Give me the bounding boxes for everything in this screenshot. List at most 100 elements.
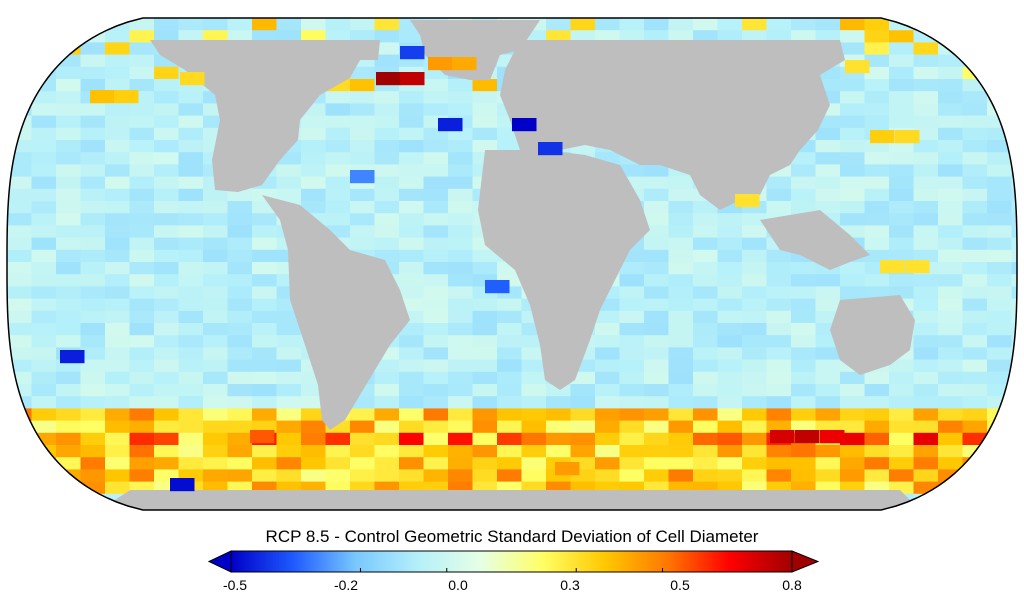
ocean-grid-cell <box>80 420 106 434</box>
ocean-grid-cell <box>889 371 915 385</box>
ocean-grid-cell <box>742 298 768 312</box>
ocean-grid-cell <box>31 384 57 397</box>
ocean-grid-cell <box>56 140 82 153</box>
ocean-grid-cell <box>301 127 327 141</box>
ocean-grid-cell <box>791 457 817 470</box>
ocean-grid-cell <box>644 201 670 214</box>
ocean-grid-cell <box>864 176 890 190</box>
ocean-grid-cell <box>1011 359 1017 373</box>
ocean-grid-cell <box>31 30 57 43</box>
ocean-grid-cell <box>301 164 327 178</box>
ocean-grid-cell <box>840 18 866 31</box>
ocean-grid-cell <box>742 469 768 483</box>
colorbar-gradient <box>230 550 793 573</box>
ocean-grid-cell <box>31 408 57 422</box>
ocean-grid-cell <box>1011 384 1017 397</box>
ocean-grid-cell <box>864 432 890 446</box>
anomaly-cell <box>170 478 195 492</box>
ocean-grid-cell <box>668 396 694 409</box>
ocean-grid-cell <box>840 286 866 300</box>
ocean-grid-cell <box>717 18 743 31</box>
ocean-grid-cell <box>595 30 621 43</box>
ocean-grid-cell <box>644 371 670 385</box>
ocean-grid-cell <box>913 310 939 324</box>
ocean-grid-cell <box>521 432 547 446</box>
ocean-grid-cell <box>472 396 498 409</box>
ocean-grid-cell <box>962 127 988 141</box>
ocean-grid-cell <box>668 335 694 348</box>
ocean-grid-cell <box>423 298 449 312</box>
ocean-grid-cell <box>497 140 523 153</box>
ocean-grid-cell <box>987 457 1013 470</box>
ocean-grid-cell <box>154 213 180 226</box>
ocean-grid-cell <box>889 408 915 422</box>
ocean-grid-cell <box>938 396 964 409</box>
ocean-grid-cell <box>938 103 964 117</box>
ocean-grid-cell <box>742 237 768 251</box>
ocean-grid-cell <box>1011 445 1017 458</box>
ocean-grid-cell <box>31 457 57 470</box>
ocean-grid-cell <box>423 432 449 446</box>
ocean-grid-cell <box>766 408 792 422</box>
ocean-grid-cell <box>203 237 229 251</box>
ocean-grid-cell <box>399 396 425 409</box>
ocean-grid-cell <box>80 140 106 153</box>
ocean-grid-cell <box>154 66 180 80</box>
ocean-grid-cell <box>889 469 915 483</box>
ocean-grid-cell <box>938 164 964 178</box>
ocean-grid-cell <box>276 420 302 434</box>
ocean-grid-cell <box>742 384 768 397</box>
ocean-grid-cell <box>619 359 645 373</box>
ocean-grid-cell <box>913 274 939 287</box>
ocean-grid-cell <box>1011 408 1017 422</box>
ocean-grid-cell <box>178 140 204 153</box>
ocean-grid-cell <box>521 445 547 458</box>
ocean-grid-cell <box>815 274 841 287</box>
ocean-grid-cell <box>938 310 964 324</box>
ocean-grid-cell <box>252 457 278 470</box>
anomaly-cell <box>538 142 563 156</box>
colorbar-high-extend-arrow <box>791 550 820 573</box>
ocean-grid-cell <box>472 445 498 458</box>
ocean-grid-cell <box>619 457 645 470</box>
ocean-grid-cell <box>399 335 425 348</box>
anomaly-cell <box>400 46 425 60</box>
anomaly-cell <box>350 170 375 184</box>
ocean-grid-cell <box>56 445 82 458</box>
ocean-grid-cell <box>399 164 425 178</box>
ocean-grid-cell <box>423 371 449 385</box>
ocean-grid-cell <box>154 103 180 117</box>
ocean-grid-cell <box>129 359 155 373</box>
colorbar-tick-label: 0.3 <box>560 577 580 593</box>
ocean-grid-cell <box>1011 249 1017 263</box>
ocean-grid-cell <box>472 420 498 434</box>
ocean-grid-cell <box>987 237 1013 251</box>
ocean-grid-cell <box>178 164 204 178</box>
ocean-grid-cell <box>325 176 351 190</box>
ocean-grid-cell <box>1011 262 1017 275</box>
ocean-grid-cell <box>766 384 792 397</box>
ocean-grid-cell <box>766 298 792 312</box>
ocean-grid-cell <box>815 396 841 409</box>
ocean-grid-cell <box>80 396 106 409</box>
ocean-grid-cell <box>448 396 474 409</box>
anomaly-cell <box>735 194 760 208</box>
ocean-grid-cell <box>595 457 621 470</box>
ocean-grid-cell <box>399 384 425 397</box>
ocean-grid-cell <box>227 30 253 43</box>
ocean-grid-cell <box>80 237 106 251</box>
ocean-grid-cell <box>56 91 82 104</box>
ocean-grid-cell <box>619 335 645 348</box>
ocean-grid-cell <box>7 18 33 31</box>
ocean-grid-cell <box>178 213 204 226</box>
ocean-grid-cell <box>497 469 523 483</box>
ocean-grid-cell <box>717 237 743 251</box>
ocean-grid-cell <box>399 201 425 214</box>
ocean-grid-cell <box>938 54 964 68</box>
ocean-grid-cell <box>595 469 621 483</box>
ocean-grid-cell <box>154 371 180 385</box>
ocean-grid-cell <box>129 286 155 300</box>
ocean-grid-cell <box>56 249 82 263</box>
ocean-grid-cell <box>227 408 253 422</box>
ocean-grid-cell <box>864 457 890 470</box>
